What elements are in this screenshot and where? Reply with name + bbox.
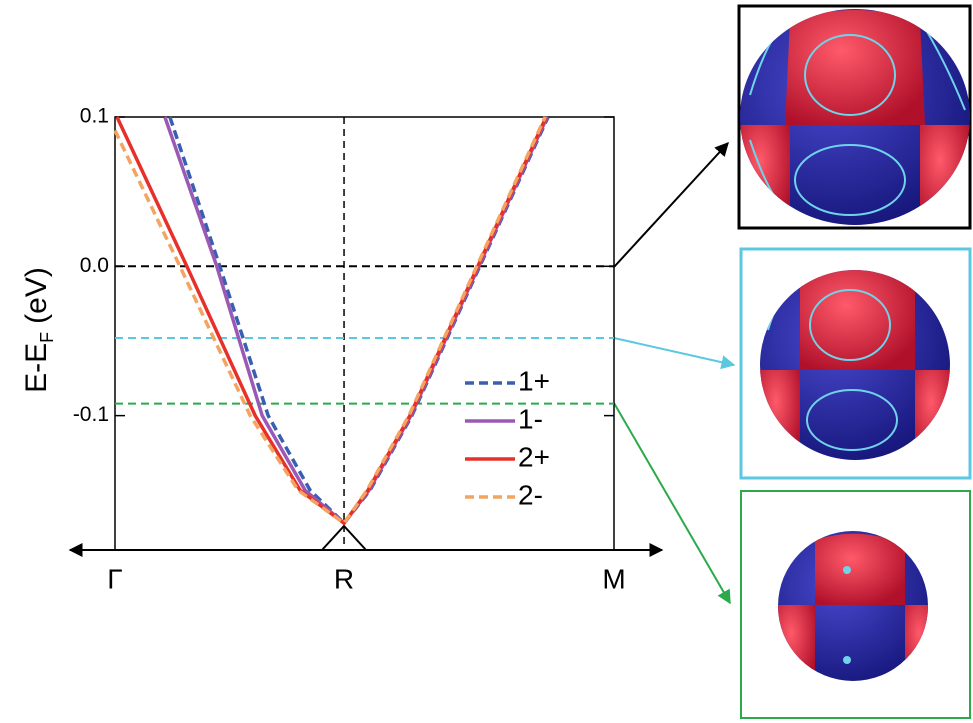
series-line	[117, 117, 546, 523]
legend-label: 2-	[518, 479, 543, 510]
legend-label: 1-	[518, 403, 543, 434]
fermi-surface	[740, 9, 970, 225]
figure: E-EF (eV)	[0, 0, 973, 723]
y-label-main: E-E	[20, 343, 53, 393]
y-tick-label: 0.0	[80, 254, 109, 277]
series-line	[115, 117, 545, 523]
fermi-surface	[760, 270, 955, 460]
series-line	[170, 117, 548, 523]
y-label-unit: (eV)	[20, 267, 53, 324]
fermi-surface	[775, 530, 940, 685]
arrow	[614, 403, 730, 603]
y-tick-label: 0.1	[80, 105, 109, 128]
arrow	[614, 338, 734, 365]
series-line	[165, 117, 547, 523]
arrow	[614, 143, 728, 267]
fermi-panels	[614, 6, 970, 718]
legend-label: 1+	[518, 365, 550, 396]
y-tick-label: -0.1	[73, 403, 109, 426]
y-label-sub: F	[37, 332, 57, 343]
legend-label: 2+	[518, 441, 550, 472]
y-axis-label: E-EF (eV)	[20, 267, 57, 393]
x-tick-label: R	[334, 563, 354, 594]
x-tick-label: Γ	[107, 563, 122, 594]
x-tick-label: M	[602, 563, 625, 594]
